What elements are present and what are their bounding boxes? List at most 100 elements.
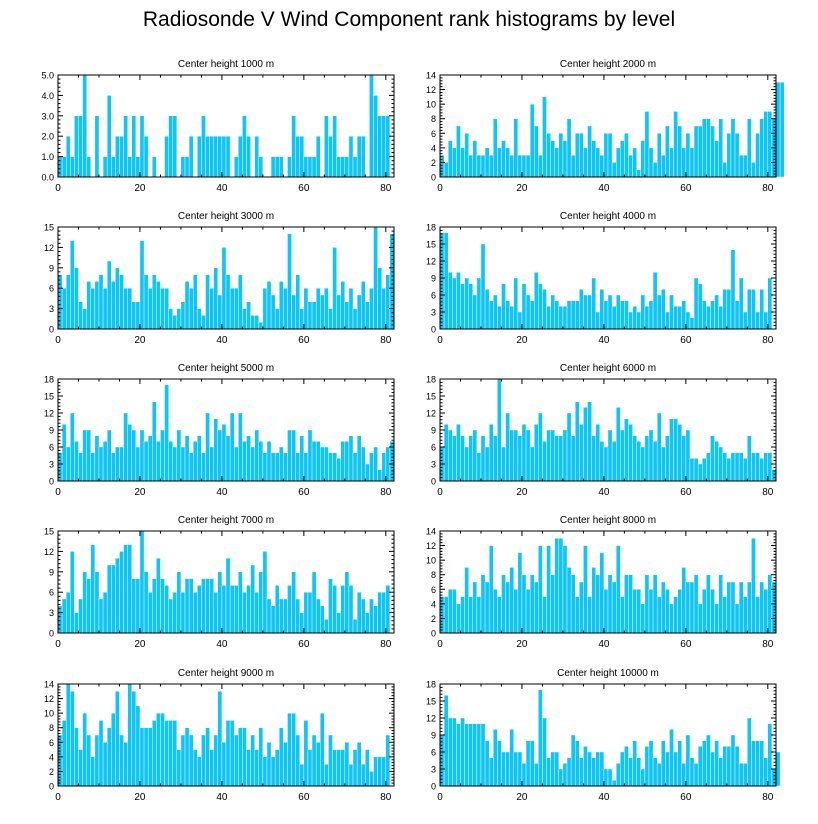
histogram-bar [279,156,284,178]
histogram-bar [233,446,239,482]
histogram-bar [221,247,227,330]
histogram-bar [607,429,613,482]
histogram-bar [525,740,531,787]
histogram-bar [242,308,247,330]
histogram-bar [599,441,605,482]
histogram-bar [656,763,662,787]
histogram-bar [677,589,682,634]
histogram-bar [681,435,687,482]
histogram-bar [480,574,486,634]
histogram-bar [743,154,748,178]
histogram-bar [665,589,670,634]
histogram-bar [311,301,317,330]
x-tick-label: 0 [437,335,443,346]
histogram-bar [86,429,91,482]
x-tick-label: 80 [380,792,392,803]
histogram-bar [90,544,96,634]
histogram-bar [90,756,96,787]
histogram-bar [439,734,445,787]
histogram-bar [279,727,284,787]
histogram-bar [115,558,120,634]
histogram-bar [299,135,305,178]
y-tick-label: 0.0 [41,173,54,183]
histogram-bar [250,446,255,482]
y-tick-label: 6 [431,585,436,595]
histogram-bar [106,564,112,634]
histogram-bar [143,135,149,178]
histogram-bar [710,125,715,178]
histogram-bar [767,452,773,482]
histogram-bar [677,740,682,787]
histogram-bar [139,530,145,634]
histogram-bar [135,156,141,178]
histogram-bar [734,300,740,330]
y-tick-label: 8 [49,723,54,733]
histogram-bar [238,274,243,330]
histogram-bar [550,294,555,330]
histogram-bar [348,585,354,634]
histogram-bar [209,288,214,330]
histogram-bar [587,751,592,787]
histogram-panel: Center height 9000 m 0 20 40 60 80 0 2 4 6 8 10 12 14 [44,668,395,803]
histogram-bar [246,135,251,178]
histogram-bar [320,605,325,634]
histogram-bar [464,133,469,178]
histogram-bar [513,429,519,482]
histogram-bar [70,156,75,178]
histogram-bar [546,429,551,482]
histogram-bar [274,308,280,330]
histogram-bar [365,749,370,787]
histogram-bar [254,749,259,787]
histogram-bar [180,156,186,178]
x-tick-label: 80 [762,639,774,650]
histogram-bar [356,742,362,787]
histogram-bar [759,458,764,482]
histogram-bar [184,156,190,178]
x-tick-label: 20 [516,639,528,650]
y-tick-label: 12 [426,257,436,267]
histogram-bar [352,452,358,482]
histogram-bar [287,712,292,787]
histogram-bar [152,274,157,330]
histogram-bar [702,740,707,787]
histogram-bar [205,578,210,634]
histogram-bar [143,441,149,482]
histogram-bar [624,418,629,482]
x-tick-label: 40 [598,183,610,194]
histogram-bar [747,581,752,634]
histogram-bar [127,683,132,787]
histogram-bar [615,147,621,178]
histogram-bar [738,763,744,787]
x-tick-label: 60 [298,487,310,498]
histogram-bar [61,424,67,482]
y-tick-label: 3 [49,608,54,618]
histogram-bar [472,429,478,482]
histogram-bar [538,283,543,330]
histogram-bar [111,712,116,787]
panel-title: Center height 9000 m [178,668,274,679]
histogram-bar [123,115,128,178]
histogram-bar [566,757,572,787]
histogram-bar [193,592,198,634]
histogram-bar [513,277,519,330]
histogram-bar [238,727,243,787]
histogram-bar [513,751,519,787]
x-tick-label: 80 [762,487,774,498]
histogram-bar [221,742,227,787]
histogram-bar [628,574,633,634]
histogram-bar [529,574,535,634]
histogram-bar [180,301,186,330]
histogram-bar [702,589,707,634]
histogram-bar [570,300,576,330]
histogram-bar [299,763,305,787]
histogram-bar [562,429,568,482]
histogram-bar [344,301,350,330]
histogram-bar [332,452,337,482]
histogram-bar [542,96,547,178]
histogram-bar [254,135,259,178]
y-tick-label: 0 [431,173,436,183]
histogram-bar [131,301,137,330]
histogram-bar [246,749,251,787]
histogram-bar [311,441,317,482]
histogram-bar [611,306,617,330]
